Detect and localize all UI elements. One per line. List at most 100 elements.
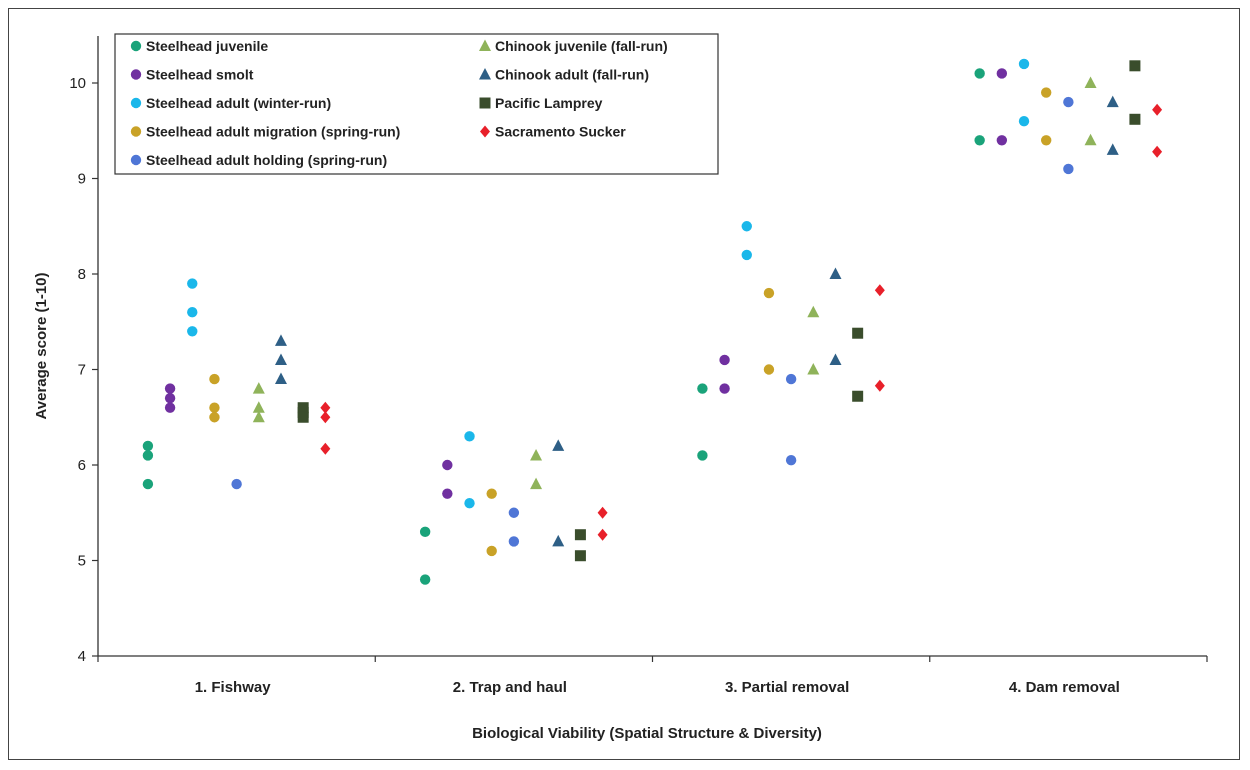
data-point	[741, 221, 752, 232]
data-point	[530, 477, 543, 490]
legend-label: Steelhead juvenile	[146, 38, 268, 54]
data-point	[1084, 133, 1097, 146]
data-point	[597, 506, 608, 519]
legend-label: Sacramento Sucker	[495, 124, 626, 140]
data-point	[530, 448, 543, 461]
data-point	[164, 383, 176, 394]
y-tick-label: 5	[78, 553, 86, 570]
data-point	[1106, 95, 1119, 108]
data-point	[574, 529, 586, 541]
data-point	[187, 278, 198, 289]
data-point	[508, 507, 520, 518]
data-point	[807, 305, 820, 318]
y-tick-label: 6	[78, 457, 86, 474]
data-point	[874, 379, 885, 392]
data-point	[552, 439, 565, 451]
data-point	[741, 249, 752, 261]
data-point	[442, 459, 453, 471]
data-point	[697, 450, 708, 461]
legend-label: Chinook adult (fall-run)	[495, 67, 649, 83]
data-point	[1018, 116, 1030, 127]
data-point	[852, 327, 864, 339]
data-point	[597, 528, 608, 541]
data-point	[187, 326, 198, 337]
data-point	[785, 373, 797, 385]
data-point	[486, 488, 497, 499]
data-point	[252, 410, 265, 423]
legend-marker	[479, 39, 491, 51]
y-tick-label: 10	[69, 75, 86, 92]
data-point	[464, 431, 475, 442]
data-point	[464, 498, 475, 509]
legend-label: Steelhead adult migration (spring-run)	[146, 124, 400, 140]
legend-marker	[130, 40, 142, 52]
data-point	[719, 383, 730, 394]
data-point	[1129, 113, 1141, 125]
data-point	[209, 402, 220, 413]
data-point	[231, 478, 242, 490]
chart-frame	[8, 8, 1240, 760]
x-tick-label: 4. Dam removal	[1009, 679, 1120, 696]
legend-marker	[130, 97, 142, 109]
data-point	[763, 287, 775, 299]
data-point	[164, 392, 176, 404]
data-point	[1106, 143, 1119, 155]
y-tick-label: 9	[78, 171, 86, 188]
data-point	[274, 334, 287, 346]
data-point	[1063, 163, 1074, 175]
data-point	[508, 536, 520, 547]
x-tick-label: 3. Partial removal	[725, 679, 849, 696]
data-point	[785, 455, 797, 466]
legend: Steelhead juvenile Steelhead smolt Steelhe…	[114, 33, 719, 175]
data-point	[763, 364, 775, 375]
data-point	[1040, 135, 1052, 146]
data-point	[419, 526, 431, 538]
y-axis-title: Average score (1-10)	[33, 272, 50, 419]
data-points	[142, 58, 1163, 585]
data-point	[252, 401, 265, 413]
data-point	[1063, 96, 1074, 108]
data-point	[1040, 87, 1052, 98]
legend-box	[114, 33, 719, 175]
legend-label: Chinook juvenile (fall-run)	[495, 38, 668, 54]
data-point	[974, 68, 985, 79]
data-point	[974, 135, 985, 146]
data-point	[274, 372, 287, 385]
data-point	[1152, 145, 1163, 158]
data-point	[252, 382, 265, 394]
legend-marker	[130, 126, 142, 137]
data-point	[209, 373, 220, 385]
data-point	[142, 478, 154, 490]
data-point	[829, 353, 842, 365]
data-point	[297, 411, 309, 423]
axes: 4 5 6 7 8 9 10 1. Fishway 2. Trap and haul 3. Par…	[69, 36, 1208, 696]
data-point	[1018, 58, 1030, 70]
data-point	[419, 574, 431, 585]
legend-marker	[479, 68, 491, 80]
x-tick-label: 2. Trap and haul	[453, 679, 567, 696]
data-point	[996, 135, 1008, 146]
data-point	[486, 545, 497, 557]
legend-label: Steelhead adult holding (spring-run)	[146, 152, 387, 168]
x-tick-label: 1. Fishway	[195, 679, 272, 696]
data-point	[574, 550, 586, 562]
x-axis-title: Biological Viability (Spatial Structure …	[472, 725, 822, 742]
data-point	[874, 284, 885, 297]
legend-marker	[480, 125, 490, 138]
data-point	[187, 307, 198, 318]
data-point	[320, 401, 331, 414]
data-point	[807, 363, 820, 375]
data-point	[1084, 76, 1097, 88]
data-point	[164, 402, 176, 413]
data-point	[829, 267, 842, 279]
data-point	[209, 412, 220, 423]
y-tick-label: 4	[78, 648, 86, 665]
data-point	[996, 68, 1008, 79]
data-point	[274, 353, 287, 365]
legend-label: Steelhead adult (winter-run)	[146, 95, 331, 111]
legend-marker	[479, 97, 491, 109]
data-point	[552, 534, 565, 547]
data-point	[852, 390, 864, 402]
data-point	[1152, 103, 1163, 116]
